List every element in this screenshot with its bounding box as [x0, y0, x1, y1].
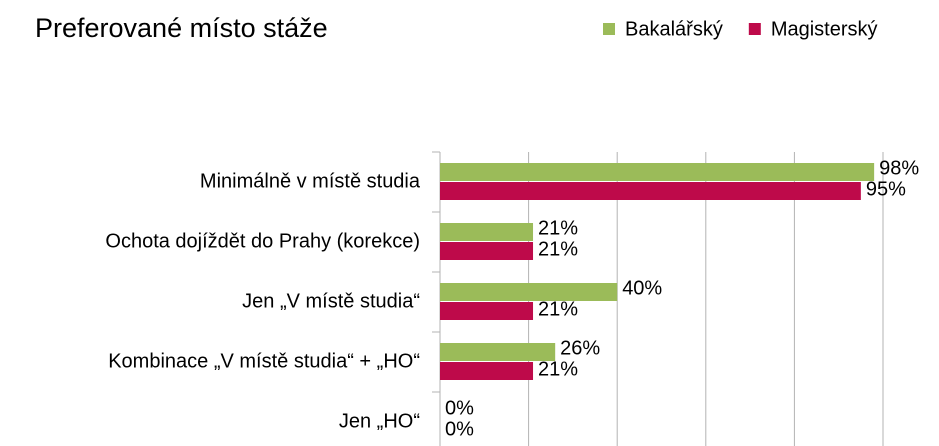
chart-title: Preferované místo stáže — [35, 13, 328, 43]
bar — [440, 283, 618, 301]
value-label: 40% — [622, 277, 662, 299]
category-label: Jen „HO“ — [339, 410, 420, 432]
value-label: 21% — [538, 298, 578, 320]
value-label: 26% — [560, 337, 600, 359]
bar — [440, 163, 875, 181]
value-label: 21% — [538, 238, 578, 260]
value-label: 95% — [866, 178, 906, 200]
legend-label: Bakalářský — [625, 18, 723, 40]
bar — [440, 343, 556, 361]
category-label: Kombinace „V místě studia“ + „HO“ — [108, 350, 420, 372]
bar — [440, 362, 534, 380]
bar — [440, 182, 861, 200]
category-label: Ochota dojíždět do Prahy (korekce) — [105, 230, 420, 252]
legend-swatch — [748, 23, 761, 35]
category-label: Minimálně v místě studia — [200, 170, 421, 192]
bar — [440, 302, 534, 320]
legend-swatch — [603, 23, 615, 35]
value-label: 0% — [445, 397, 474, 419]
value-label: 98% — [879, 157, 919, 179]
value-label: 21% — [538, 358, 578, 380]
legend-label: Magisterský — [771, 18, 878, 40]
value-label: 0% — [445, 418, 474, 440]
category-label: Jen „V místě studia“ — [242, 290, 420, 312]
value-label: 21% — [538, 217, 578, 239]
bar — [440, 223, 534, 241]
bar — [440, 242, 534, 260]
